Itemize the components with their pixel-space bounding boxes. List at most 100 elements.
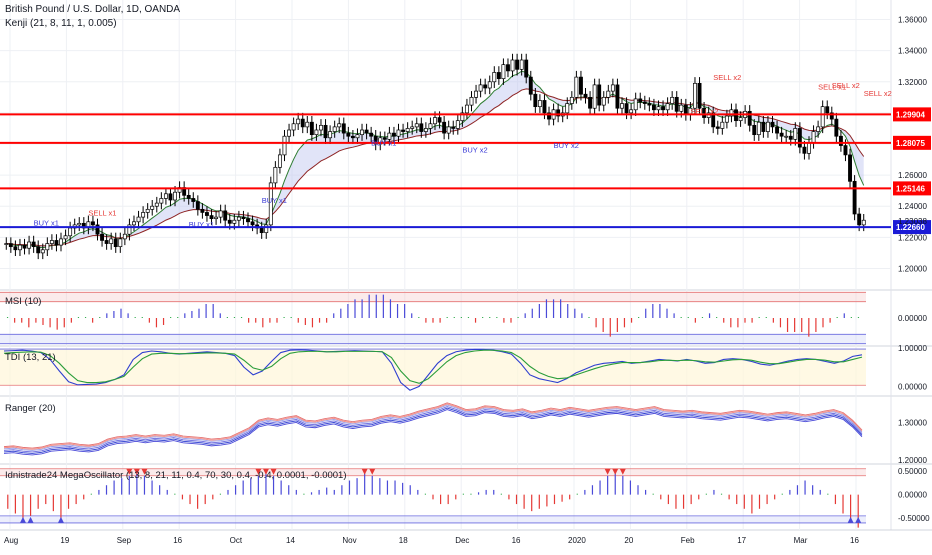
candle	[195, 201, 200, 210]
candle	[104, 240, 109, 244]
candle	[423, 128, 428, 132]
x-tick-label: Sep	[117, 536, 132, 545]
candle	[807, 142, 811, 154]
candle	[816, 126, 821, 132]
candle	[332, 126, 337, 132]
candle	[36, 246, 41, 254]
candle	[419, 123, 424, 132]
x-tick-label: Oct	[230, 536, 243, 545]
candle	[711, 112, 716, 128]
level-label-box	[893, 220, 931, 235]
candle	[433, 117, 437, 125]
candle	[464, 104, 469, 114]
level-label-box	[893, 135, 931, 150]
candle	[588, 96, 593, 109]
mega-sell-marker	[369, 468, 376, 475]
candle	[328, 131, 333, 139]
level-label-box	[893, 181, 931, 196]
candle	[296, 118, 301, 125]
candle	[565, 103, 570, 114]
indicator-legend: Kenji (21, 8, 11, 1, 0.005)	[5, 18, 117, 29]
candle	[205, 212, 209, 216]
x-tick-label: Aug	[4, 536, 18, 545]
msi-band	[0, 292, 866, 302]
candle	[838, 135, 843, 146]
candle	[510, 59, 515, 72]
candle	[747, 110, 752, 126]
candle	[852, 180, 857, 215]
sell-signal-label: SELL x2	[690, 107, 718, 116]
candle	[492, 72, 497, 83]
candle	[583, 93, 588, 98]
candle	[451, 126, 456, 129]
candle	[428, 123, 433, 129]
y-tick-label: 1.26000	[898, 171, 927, 180]
candle	[638, 98, 643, 103]
candle	[547, 112, 551, 120]
candle	[647, 103, 652, 106]
candle	[13, 246, 18, 251]
candle	[661, 106, 665, 111]
candle	[761, 121, 766, 132]
candle	[738, 117, 743, 122]
candle	[515, 59, 520, 70]
candle	[360, 129, 364, 136]
candle	[109, 238, 114, 244]
candle	[537, 100, 542, 108]
candle	[145, 208, 150, 213]
pane-label-ranger: Ranger (20)	[5, 403, 56, 414]
candle	[848, 154, 852, 182]
x-tick-label: 2020	[568, 536, 586, 545]
candle	[765, 121, 770, 132]
candle	[77, 222, 82, 226]
msi-y-tick: 0.00000	[898, 314, 927, 323]
candle	[474, 90, 478, 98]
candle	[770, 121, 775, 128]
candle	[163, 193, 168, 199]
candle	[401, 129, 406, 132]
chart-title: British Pound / U.S. Dollar, 1D, OANDA	[5, 4, 181, 15]
level-label: 1.25146	[896, 184, 925, 193]
candle	[378, 137, 383, 145]
y-tick-label: 1.20000	[898, 264, 927, 273]
candle	[186, 194, 191, 199]
sell-signal-label: SELL x2	[832, 81, 860, 90]
candle	[633, 98, 638, 111]
candle	[392, 132, 396, 137]
candle	[54, 240, 59, 246]
sell-signal-label: SELL x1	[818, 83, 846, 92]
y-tick-label: 1.36000	[898, 16, 927, 25]
candle	[200, 208, 205, 213]
candle	[369, 132, 374, 137]
ranger-line	[3, 409, 863, 456]
mega-buy-marker	[27, 516, 34, 523]
candle	[127, 224, 132, 235]
x-tick-label: 14	[286, 536, 295, 545]
candle	[90, 221, 95, 226]
candle	[620, 103, 624, 109]
candle	[282, 135, 287, 156]
candle	[45, 243, 50, 251]
candle	[132, 221, 136, 226]
candle	[724, 115, 729, 123]
candle	[606, 90, 611, 98]
pane-label-msi: MSI (10)	[5, 296, 42, 307]
candle	[610, 84, 615, 92]
candle	[59, 238, 63, 246]
x-tick-label: Nov	[342, 536, 356, 545]
candle	[779, 132, 784, 137]
tdi-band	[0, 349, 866, 386]
candle	[487, 81, 492, 89]
candle	[232, 219, 237, 224]
candle	[277, 154, 282, 168]
x-tick-label: Dec	[455, 536, 469, 545]
mega-sell-marker	[255, 468, 262, 475]
buy-signal-label: BUY x1	[189, 220, 214, 229]
candle	[319, 124, 323, 131]
pane-label-tdi: TDI (13, 21)	[5, 352, 56, 363]
ranger-line	[3, 403, 863, 450]
buy-signal-label: BUY x1	[34, 219, 59, 228]
candle	[656, 106, 661, 111]
